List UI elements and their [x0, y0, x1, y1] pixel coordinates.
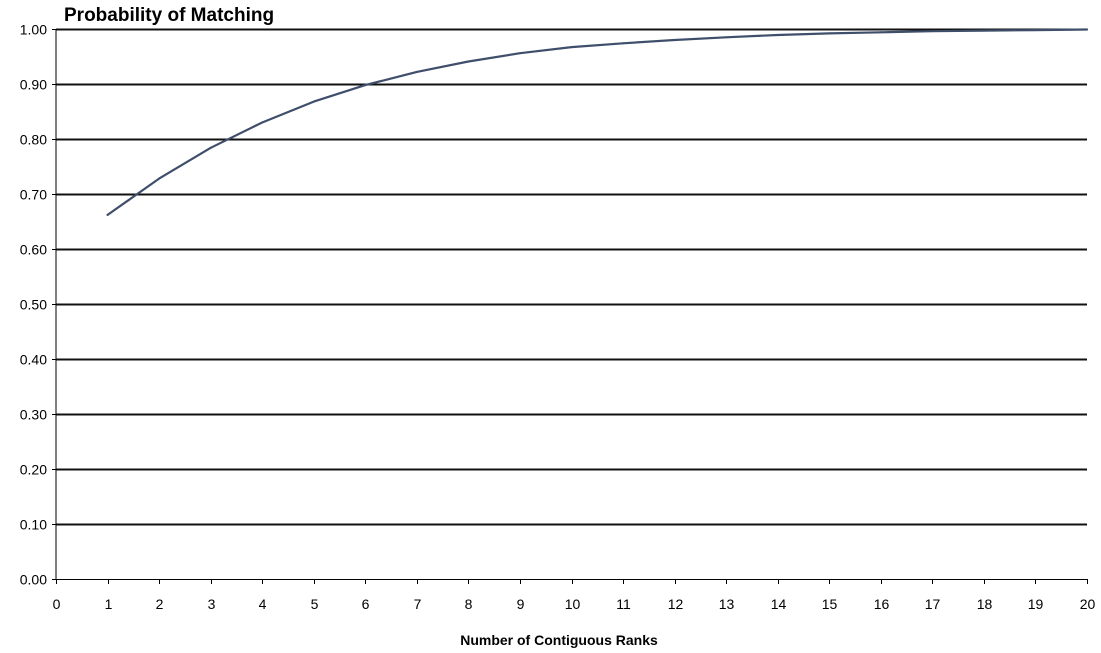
x-tick-labels: 0 1 2 3 4 5 6 7 8 9 10 11 12 13 14 15 16 17 18 19 20 — [53, 596, 1096, 612]
data-point — [312, 100, 315, 103]
x-tick-label: 17 — [925, 596, 941, 612]
y-tick-label: 0.90 — [20, 77, 47, 93]
x-tick-label: 15 — [822, 596, 838, 612]
data-point — [209, 146, 212, 149]
x-tick-label: 3 — [208, 596, 216, 612]
data-point — [364, 84, 367, 87]
x-tick-label: 12 — [668, 596, 684, 612]
x-tick-label: 5 — [311, 596, 319, 612]
y-tick-label: 0.70 — [20, 187, 47, 203]
y-tick-label: 0.30 — [20, 407, 47, 423]
y-tick-label: 0.10 — [20, 517, 47, 533]
data-point — [158, 177, 161, 180]
data-point — [622, 42, 625, 45]
x-tick-label: 4 — [259, 596, 267, 612]
data-point — [776, 34, 779, 36]
y-tick-labels: 0.00 0.10 0.20 0.30 0.40 0.50 0.60 0.70 0.80 0.90… — [20, 22, 47, 588]
data-point — [931, 30, 934, 33]
x-tick-label: 16 — [874, 596, 890, 612]
data-point — [982, 29, 985, 32]
x-tick-label: 19 — [1028, 596, 1044, 612]
data-point — [673, 39, 676, 41]
series — [106, 28, 1089, 216]
data-point — [828, 32, 831, 35]
x-tick-label: 9 — [517, 596, 525, 612]
x-tick-label: 0 — [53, 596, 61, 612]
y-tick-label: 0.20 — [20, 462, 47, 478]
data-point — [570, 46, 573, 49]
y-tick-label: 0.50 — [20, 297, 47, 313]
y-tick-label: 0.80 — [20, 132, 47, 148]
x-tick-label: 8 — [465, 596, 473, 612]
data-point — [1086, 28, 1088, 31]
x-tick-label: 6 — [362, 596, 370, 612]
data-point — [261, 121, 264, 124]
chart-title: Probability of Matching — [64, 5, 274, 26]
data-point — [879, 31, 882, 34]
x-tick-label: 2 — [156, 596, 164, 612]
x-axis-label: Number of Contiguous Ranks — [460, 632, 658, 648]
data-point — [519, 52, 521, 55]
series-line-0 — [106, 28, 1089, 216]
y-tick-label: 0.60 — [20, 242, 47, 258]
x-tick-label: 10 — [565, 596, 581, 612]
data-point — [415, 70, 418, 73]
x-tick-label: 11 — [616, 596, 631, 612]
data-point — [1034, 29, 1037, 32]
x-tick-label: 20 — [1080, 596, 1096, 612]
gridlines — [56, 28, 1087, 526]
y-tick-label: 0.00 — [20, 572, 47, 588]
x-tick-label: 13 — [719, 596, 735, 612]
data-point — [725, 36, 728, 39]
x-tick-label: 1 — [105, 596, 113, 612]
x-tick-label: 7 — [414, 596, 422, 612]
data-point — [106, 213, 109, 216]
x-tick-label: 14 — [771, 596, 787, 612]
axes — [52, 29, 1088, 584]
data-point — [467, 60, 470, 63]
y-tick-label: 1.00 — [20, 22, 47, 38]
y-tick-label: 0.40 — [20, 352, 47, 368]
x-tick-label: 18 — [977, 596, 993, 612]
